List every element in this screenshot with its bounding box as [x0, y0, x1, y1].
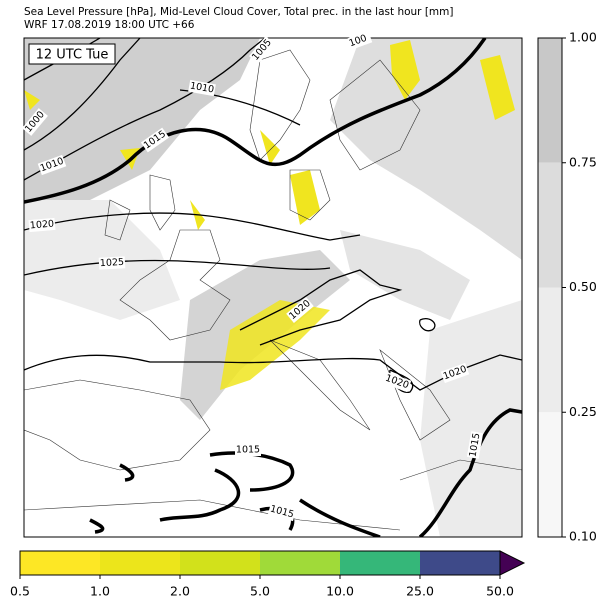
- isobar-bold: [24, 38, 487, 204]
- contour-label: 1020: [29, 218, 54, 231]
- colorbar-segment: [100, 551, 180, 575]
- subtitle: WRF 17.08.2019 18:00 UTC +66: [24, 19, 195, 31]
- precip-colorbar: 0.5 1.0 2.0 5.0 10.0 25.0 50.0: [10, 550, 526, 599]
- colorbar-extend: [499, 550, 526, 576]
- colorbar-segment: [340, 551, 420, 575]
- tick-label: 0.75: [569, 154, 597, 169]
- tick-label: 25.0: [406, 584, 434, 599]
- tick-label: 5.0: [250, 584, 270, 599]
- isobar-bold: [89, 408, 522, 537]
- title: Sea Level Pressure [hPa], Mid-Level Clou…: [24, 6, 454, 18]
- coastline: [104, 174, 176, 241]
- tick-label: 0.10: [569, 529, 597, 544]
- cloud-colorbar: 1.00 0.75 0.50 0.25 0.10: [537, 30, 597, 544]
- contour-label: 1015: [467, 432, 482, 458]
- isobar: [24, 38, 141, 151]
- isobar: [24, 212, 361, 241]
- cloud-area: [420, 300, 522, 537]
- colorbar-segment: [20, 551, 100, 575]
- contour-label-bg: [343, 30, 373, 52]
- tick-label: 1.00: [569, 30, 597, 45]
- contour-label-bg: [37, 154, 67, 176]
- precip-area: [390, 40, 420, 100]
- contour-label: 1010: [189, 80, 215, 95]
- isobar: [419, 318, 436, 332]
- contour-label-bg: [466, 431, 484, 459]
- colorbar-segment: [260, 551, 340, 575]
- map-frame: [23, 37, 523, 538]
- contour-label-bg: [98, 256, 126, 270]
- tick-label: 0.50: [569, 279, 597, 294]
- coastline: [24, 49, 522, 531]
- isobar: [24, 259, 331, 276]
- contour-label-bg: [235, 444, 261, 456]
- tick-label: 0.25: [569, 404, 597, 419]
- contour-label-bg: [267, 502, 297, 522]
- contour-label: 1025: [100, 257, 125, 269]
- precip-area: [290, 170, 320, 225]
- contour-label-bg: [22, 108, 48, 136]
- tick-label: 0.5: [10, 584, 30, 599]
- time-box: [28, 43, 116, 65]
- contour-label-bg: [249, 36, 275, 64]
- cloud-area: [330, 38, 522, 260]
- colorbar-segment: [538, 287, 562, 413]
- colorbar-segment: [538, 38, 562, 163]
- contour-label-bg: [28, 217, 56, 233]
- colorbar-segment: [538, 162, 562, 288]
- time-label: 12 UTC Tue: [36, 48, 109, 63]
- colorbar-segment: [420, 551, 500, 575]
- contour-label-bg: [140, 127, 170, 153]
- contour-label-bg: [440, 362, 470, 384]
- contour-label: 1015: [236, 445, 260, 456]
- precip-area: [480, 55, 515, 120]
- isobar: [24, 354, 522, 391]
- isobar: [239, 269, 403, 346]
- tick-label: 2.0: [170, 584, 190, 599]
- cloud-area: [340, 230, 470, 320]
- contour-label-bg: [382, 371, 412, 393]
- contour-label-bg: [286, 297, 314, 323]
- colorbar-segment: [180, 551, 260, 575]
- cloud-area: [24, 38, 260, 205]
- colorbar-segment: [538, 412, 562, 537]
- tick-label: 1.0: [90, 584, 110, 599]
- contour-label-bg: [188, 79, 216, 97]
- tick-label: 50.0: [486, 584, 514, 599]
- tick-label: 10.0: [326, 584, 354, 599]
